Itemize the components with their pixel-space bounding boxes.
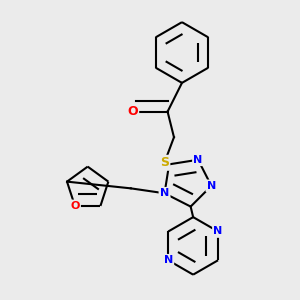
Text: N: N [213, 226, 223, 236]
Text: N: N [207, 181, 216, 191]
Text: N: N [164, 255, 173, 265]
Text: N: N [194, 155, 203, 165]
Text: S: S [160, 156, 169, 169]
Text: O: O [70, 201, 80, 211]
Text: N: N [160, 188, 169, 198]
Text: O: O [127, 105, 138, 118]
